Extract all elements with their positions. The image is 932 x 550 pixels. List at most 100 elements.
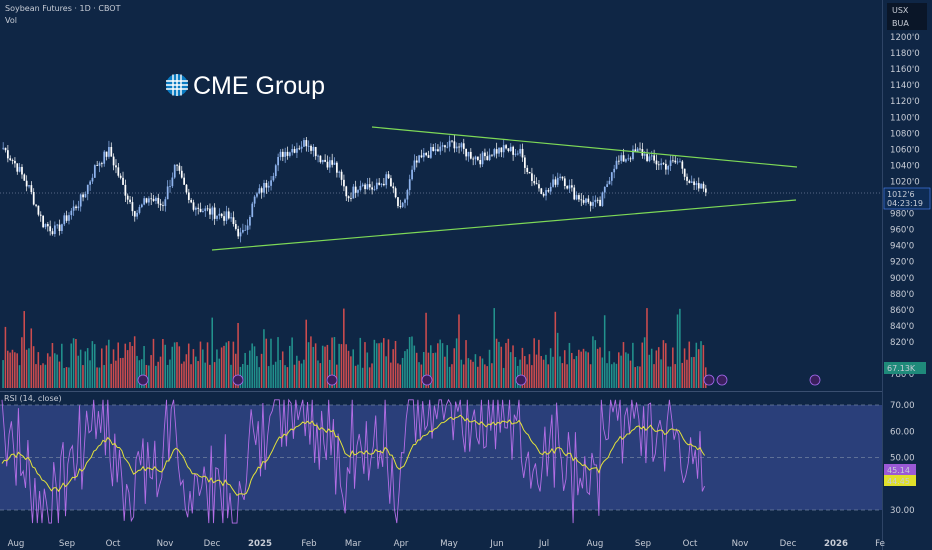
price-axis[interactable]: 1200'0 1180'0 1160'0 1140'0 1120'0 1100'0 1080… [890, 33, 920, 380]
event-marker-icon[interactable] [716, 374, 728, 386]
event-marker-icon[interactable] [703, 374, 715, 386]
candle-body [608, 180, 611, 185]
candle-body [676, 161, 679, 163]
candle-body [209, 208, 211, 215]
volume-bar [169, 359, 171, 388]
currency-button[interactable] [887, 3, 927, 17]
volume-bar [568, 342, 571, 388]
volume-bar [390, 362, 392, 388]
candle-body [143, 198, 146, 205]
candle-body [284, 151, 287, 157]
volume-bar [387, 339, 390, 388]
volume-bar [676, 314, 679, 388]
volume-bar [695, 342, 698, 388]
candle-body [77, 206, 80, 209]
candle-body [65, 215, 68, 221]
candle-body [23, 174, 26, 181]
volume-bar [650, 348, 653, 388]
candle-body [406, 190, 409, 200]
candle-body [491, 154, 493, 156]
volume-bar [606, 363, 608, 388]
unit-button[interactable] [887, 16, 927, 30]
event-marker-icon[interactable] [421, 374, 433, 386]
volume-bar [199, 341, 202, 388]
candle-body [291, 148, 294, 153]
candle-body [465, 148, 467, 157]
candle-body [345, 186, 348, 197]
candle-body [693, 181, 695, 186]
candle-body [556, 177, 559, 185]
volume-bar [234, 353, 237, 388]
candle-body [509, 146, 512, 151]
price-tick-label: 960'0 [890, 226, 914, 236]
candle-body [488, 154, 491, 161]
candle-body [462, 143, 465, 149]
volume-bar [136, 355, 138, 388]
lower-trendline[interactable] [211, 199, 797, 251]
volume-bar [195, 356, 197, 388]
volume-bar [357, 364, 359, 388]
volume-bar [42, 363, 44, 388]
event-marker-icon[interactable] [137, 374, 149, 386]
event-marker-icon[interactable] [515, 374, 527, 386]
volume-bar [21, 337, 23, 388]
candle-body [425, 152, 428, 156]
volume-bar [58, 361, 61, 388]
candle-body [25, 180, 28, 187]
volume-badge [884, 362, 926, 374]
volume-bar [427, 352, 430, 388]
volume-bar [343, 308, 345, 388]
volume-bar [375, 343, 378, 388]
candle-body [234, 224, 237, 229]
candle-body [148, 198, 150, 203]
candle-body [603, 186, 606, 193]
candle-body [606, 184, 608, 187]
volume-bar [61, 343, 63, 388]
price-tick-label: 880'0 [890, 290, 914, 300]
candle-body [385, 174, 388, 186]
candle-body [566, 186, 569, 189]
candle-body [265, 182, 268, 188]
candle-body [639, 148, 641, 150]
candle-body [622, 155, 625, 162]
candle-body [108, 146, 110, 157]
candle-body [21, 166, 23, 175]
volume-bar [51, 342, 54, 388]
event-marker-icon[interactable] [232, 374, 244, 386]
candle-body [227, 211, 230, 219]
volume-bar [484, 364, 486, 388]
time-axis[interactable]: Aug Sep Oct Nov Dec 2025 Feb Mar Apr May Jun Jul Aug… [8, 539, 885, 549]
volume-bar [545, 354, 547, 388]
candle-body [239, 232, 242, 237]
candle-body [453, 141, 456, 149]
volume-bar [688, 341, 691, 388]
volume-bar [23, 311, 25, 388]
candle-body [589, 202, 592, 206]
candle-body [618, 160, 620, 162]
time-tick-label: Sep [635, 539, 651, 549]
rsi-axis[interactable]: 70.00 60.00 50.00 30.00 [890, 401, 915, 516]
rsi-line [1, 398, 706, 524]
candle-body [441, 145, 444, 147]
volume-bar [75, 339, 77, 388]
candle-body [704, 188, 707, 193]
event-markers[interactable] [137, 374, 821, 386]
candle-body [549, 186, 552, 192]
candle-body [218, 213, 221, 216]
candle-body [122, 177, 124, 185]
candle-body [697, 183, 700, 189]
candle-body [383, 183, 385, 186]
candle-body [472, 158, 475, 160]
candle-body [552, 179, 554, 187]
candle-body [531, 173, 533, 181]
volume-bar [385, 356, 387, 388]
volume-bar [601, 357, 604, 388]
time-tick-label: Dec [780, 539, 797, 549]
volume-bar [397, 363, 399, 388]
upper-trendline[interactable] [371, 126, 798, 168]
candle-body [505, 145, 507, 149]
event-marker-icon[interactable] [326, 374, 338, 386]
candle-body [7, 150, 9, 159]
event-marker-icon[interactable] [809, 374, 821, 386]
price-badge-value: 1012'6 [887, 190, 915, 199]
